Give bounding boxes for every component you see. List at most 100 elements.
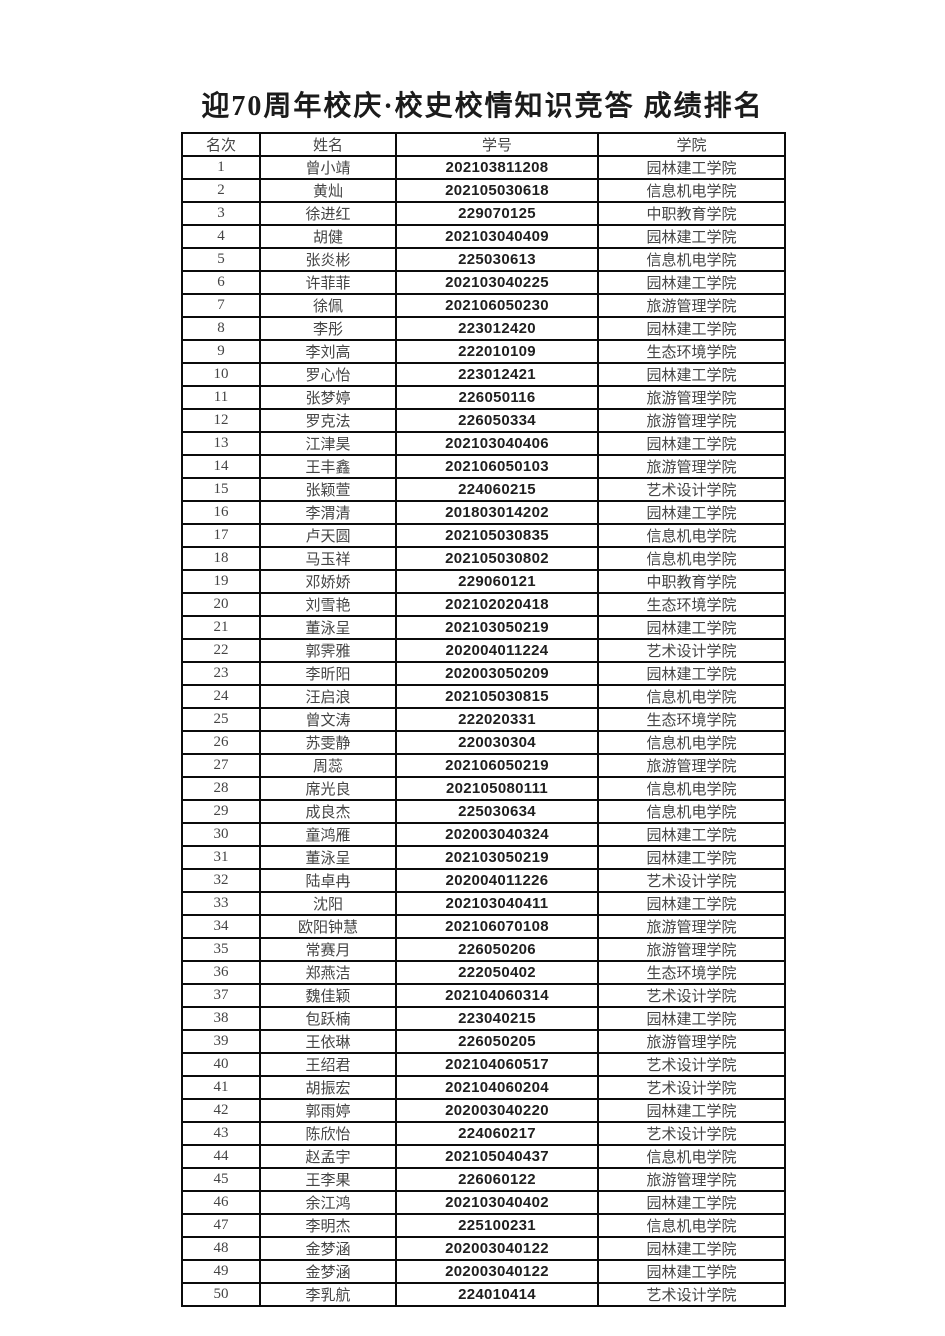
name-cell: 周蕊 — [259, 753, 397, 778]
rank-cell: 6 — [181, 270, 261, 295]
ranking-table: 名次 姓名 学号 学院 1 曾小靖 202103811208 园林建工学院 2 黄灿 202… — [181, 132, 786, 1307]
college-cell: 园林建工学院 — [597, 1190, 786, 1215]
student-id-cell: 202103040406 — [395, 431, 599, 456]
header-college: 学院 — [597, 132, 786, 157]
rank-cell: 46 — [181, 1190, 261, 1215]
student-id-cell: 202105030618 — [395, 178, 599, 203]
name-cell: 金梦涵 — [259, 1236, 397, 1261]
college-cell: 园林建工学院 — [597, 1236, 786, 1261]
table-row: 34 欧阳钟慧 202106070108 旅游管理学院 — [181, 914, 786, 939]
table-row: 49 金梦涵 202003040122 园林建工学院 — [181, 1259, 786, 1284]
rank-cell: 39 — [181, 1029, 261, 1054]
table-row: 5 张炎彬 225030613 信息机电学院 — [181, 247, 786, 272]
name-cell: 余江鸿 — [259, 1190, 397, 1215]
table-row: 18 马玉祥 202105030802 信息机电学院 — [181, 546, 786, 571]
student-id-cell: 202004011226 — [395, 868, 599, 893]
college-cell: 园林建工学院 — [597, 270, 786, 295]
rank-cell: 12 — [181, 408, 261, 433]
student-id-cell: 224010414 — [395, 1282, 599, 1307]
table-row: 25 曾文涛 222020331 生态环境学院 — [181, 707, 786, 732]
student-id-cell: 220030304 — [395, 730, 599, 755]
rank-cell: 29 — [181, 799, 261, 824]
table-row: 9 李刘高 222010109 生态环境学院 — [181, 339, 786, 364]
student-id-cell: 202103811208 — [395, 155, 599, 180]
rank-cell: 49 — [181, 1259, 261, 1284]
student-id-cell: 202105080111 — [395, 776, 599, 801]
college-cell: 生态环境学院 — [597, 960, 786, 985]
college-cell: 园林建工学院 — [597, 155, 786, 180]
table-row: 28 席光良 202105080111 信息机电学院 — [181, 776, 786, 801]
table-row: 45 王李果 226060122 旅游管理学院 — [181, 1167, 786, 1192]
rank-cell: 24 — [181, 684, 261, 709]
student-id-cell: 202105030815 — [395, 684, 599, 709]
name-cell: 王丰鑫 — [259, 454, 397, 479]
table-row: 6 许菲菲 202103040225 园林建工学院 — [181, 270, 786, 295]
name-cell: 苏雯静 — [259, 730, 397, 755]
name-cell: 卢天圆 — [259, 523, 397, 548]
table-row: 46 余江鸿 202103040402 园林建工学院 — [181, 1190, 786, 1215]
college-cell: 信息机电学院 — [597, 730, 786, 755]
college-cell: 园林建工学院 — [597, 316, 786, 341]
table-row: 14 王丰鑫 202106050103 旅游管理学院 — [181, 454, 786, 479]
student-id-cell: 226060122 — [395, 1167, 599, 1192]
student-id-cell: 202103050219 — [395, 615, 599, 640]
college-cell: 旅游管理学院 — [597, 753, 786, 778]
student-id-cell: 222020331 — [395, 707, 599, 732]
name-cell: 陈欣怡 — [259, 1121, 397, 1146]
college-cell: 生态环境学院 — [597, 339, 786, 364]
name-cell: 曾小靖 — [259, 155, 397, 180]
rank-cell: 27 — [181, 753, 261, 778]
rank-cell: 41 — [181, 1075, 261, 1100]
table-row: 50 李乳航 224010414 艺术设计学院 — [181, 1282, 786, 1307]
table-row: 43 陈欣怡 224060217 艺术设计学院 — [181, 1121, 786, 1146]
college-cell: 生态环境学院 — [597, 592, 786, 617]
college-cell: 中职教育学院 — [597, 201, 786, 226]
table-row: 33 沈阳 202103040411 园林建工学院 — [181, 891, 786, 916]
name-cell: 胡振宏 — [259, 1075, 397, 1100]
rank-cell: 43 — [181, 1121, 261, 1146]
rank-cell: 5 — [181, 247, 261, 272]
college-cell: 园林建工学院 — [597, 891, 786, 916]
rank-cell: 14 — [181, 454, 261, 479]
name-cell: 李渭清 — [259, 500, 397, 525]
rank-cell: 26 — [181, 730, 261, 755]
student-id-cell: 202103050219 — [395, 845, 599, 870]
college-cell: 园林建工学院 — [597, 500, 786, 525]
student-id-cell: 202003040122 — [395, 1236, 599, 1261]
table-row: 17 卢天圆 202105030835 信息机电学院 — [181, 523, 786, 548]
rank-cell: 3 — [181, 201, 261, 226]
table-body: 1 曾小靖 202103811208 园林建工学院 2 黄灿 202105030618 信息机… — [181, 155, 786, 1307]
name-cell: 张梦婷 — [259, 385, 397, 410]
college-cell: 艺术设计学院 — [597, 638, 786, 663]
rank-cell: 20 — [181, 592, 261, 617]
rank-cell: 30 — [181, 822, 261, 847]
rank-cell: 18 — [181, 546, 261, 571]
student-id-cell: 224060217 — [395, 1121, 599, 1146]
student-id-cell: 202003050209 — [395, 661, 599, 686]
name-cell: 张炎彬 — [259, 247, 397, 272]
table-row: 22 郭霁雅 202004011224 艺术设计学院 — [181, 638, 786, 663]
name-cell: 童鸿雁 — [259, 822, 397, 847]
rank-cell: 33 — [181, 891, 261, 916]
name-cell: 罗克法 — [259, 408, 397, 433]
college-cell: 信息机电学院 — [597, 247, 786, 272]
name-cell: 席光良 — [259, 776, 397, 801]
table-row: 48 金梦涵 202003040122 园林建工学院 — [181, 1236, 786, 1261]
rank-cell: 17 — [181, 523, 261, 548]
table-row: 27 周蕊 202106050219 旅游管理学院 — [181, 753, 786, 778]
rank-cell: 4 — [181, 224, 261, 249]
name-cell: 刘雪艳 — [259, 592, 397, 617]
name-cell: 汪启浪 — [259, 684, 397, 709]
college-cell: 生态环境学院 — [597, 707, 786, 732]
college-cell: 旅游管理学院 — [597, 454, 786, 479]
table-row: 38 包跃楠 223040215 园林建工学院 — [181, 1006, 786, 1031]
table-row: 47 李明杰 225100231 信息机电学院 — [181, 1213, 786, 1238]
rank-cell: 23 — [181, 661, 261, 686]
name-cell: 罗心怡 — [259, 362, 397, 387]
student-id-cell: 222010109 — [395, 339, 599, 364]
rank-cell: 35 — [181, 937, 261, 962]
student-id-cell: 226050206 — [395, 937, 599, 962]
student-id-cell: 202104060204 — [395, 1075, 599, 1100]
student-id-cell: 225030634 — [395, 799, 599, 824]
